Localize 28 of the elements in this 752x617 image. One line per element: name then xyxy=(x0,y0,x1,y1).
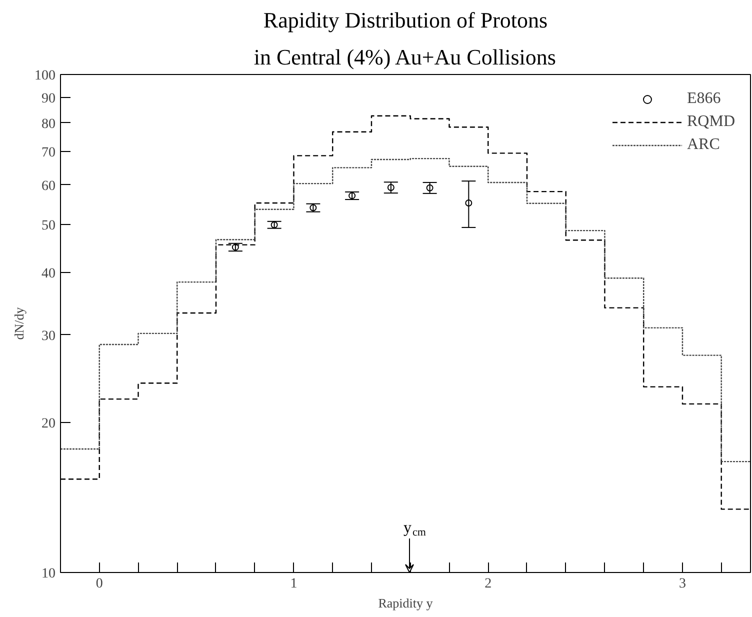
x-tick-label: 0 xyxy=(96,576,103,592)
legend-label: E866 xyxy=(686,90,721,108)
point xyxy=(465,200,472,207)
point xyxy=(426,184,434,192)
point xyxy=(270,221,278,228)
y-tick-label: 50 xyxy=(42,218,56,234)
y-tick-label: 20 xyxy=(42,416,56,432)
y-tick-label: 30 xyxy=(42,328,56,344)
chart-title: Rapidity Distribution of Protons xyxy=(263,8,548,32)
y-tick-label: 40 xyxy=(42,266,56,282)
point xyxy=(387,184,394,192)
y-tick-label: 100 xyxy=(34,68,56,84)
x-axis-title: Rapidity y xyxy=(378,596,434,610)
y-tick-label: 60 xyxy=(42,178,56,194)
legend-label: RQMD xyxy=(686,113,735,131)
y-tick-label: 80 xyxy=(42,116,56,132)
point xyxy=(348,192,356,200)
y-tick-label: 10 xyxy=(42,566,56,582)
x-tick-label: 3 xyxy=(678,576,686,592)
point xyxy=(310,204,317,212)
y-tick-label: 90 xyxy=(42,91,56,106)
y-tick-label: 70 xyxy=(42,146,56,161)
chart-subtitle: in Central (4%) Au+Au Collisions xyxy=(254,44,556,70)
point xyxy=(232,244,239,251)
x-tick-label: 1 xyxy=(290,576,298,592)
y-axis-title: dN/dy xyxy=(12,306,26,340)
x-tick-label: 2 xyxy=(484,576,492,592)
legend-label: ARC xyxy=(686,136,720,154)
